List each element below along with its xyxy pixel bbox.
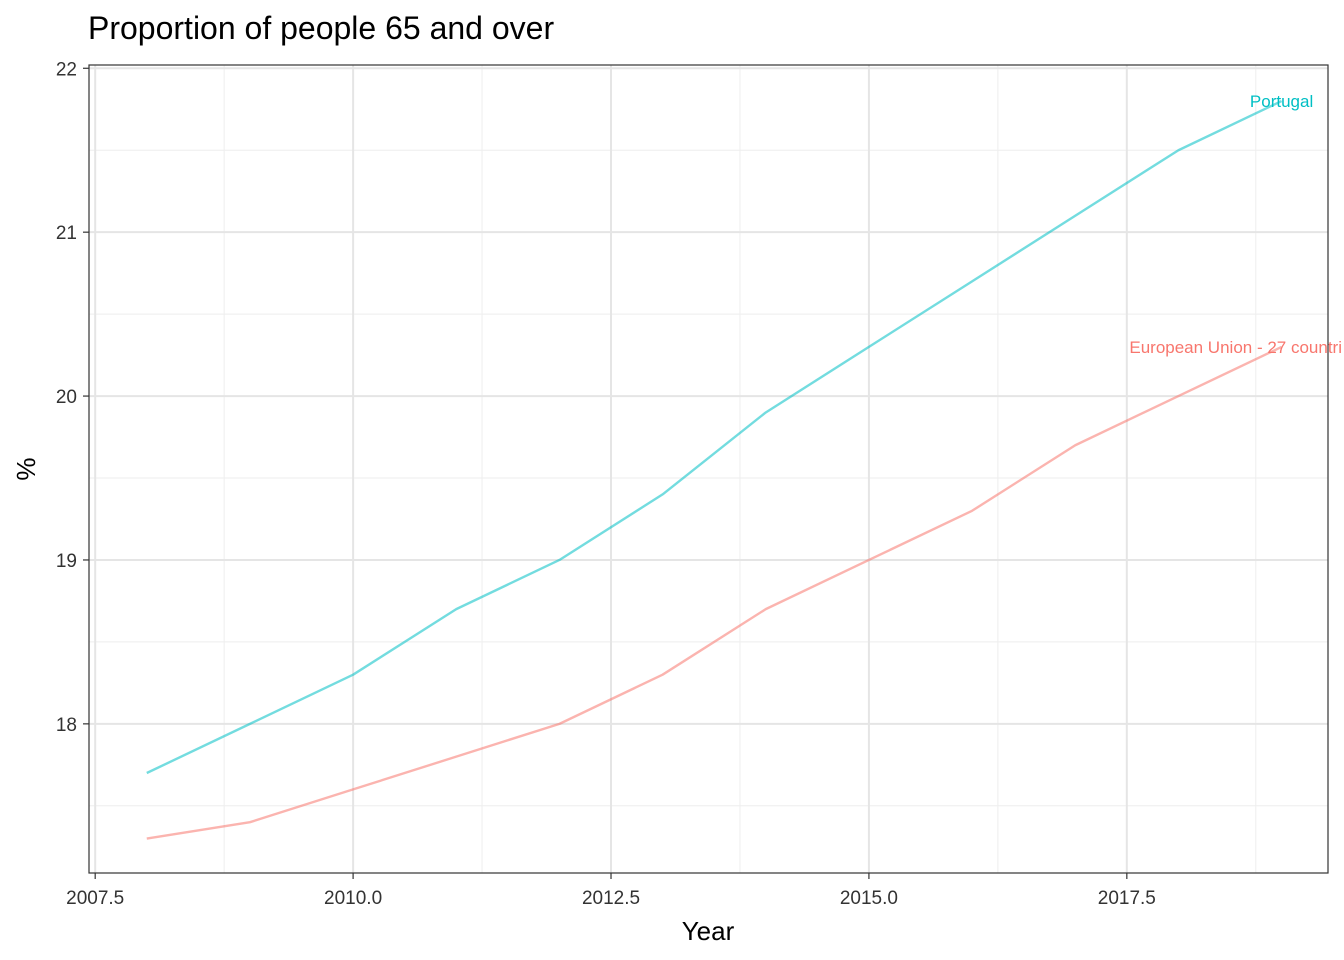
series-labels: European Union - 27 countri Portugal (1129, 92, 1342, 357)
y-tick-label: 20 (56, 387, 77, 408)
x-tick-label: 2012.5 (582, 888, 640, 909)
series-lines (146, 99, 1283, 840)
x-tick-label: 2010.0 (324, 888, 382, 909)
y-tick-label: 22 (56, 59, 77, 80)
y-tick-label: 19 (56, 551, 77, 572)
grid (89, 65, 1328, 873)
y-axis: 18 19 20 21 22 (56, 59, 89, 736)
chart-title: Proportion of people 65 and over (88, 10, 554, 46)
y-tick-label: 18 (56, 715, 77, 736)
y-axis-title: % (11, 457, 41, 480)
series-line-2 (146, 99, 1283, 775)
x-tick-label: 2007.5 (66, 888, 124, 909)
x-tick-label: 2017.5 (1098, 888, 1156, 909)
series-label-2: Portugal (1250, 92, 1313, 111)
x-axis: 2007.5 2010.0 2012.5 2015.0 2017.5 (66, 873, 1156, 909)
series-label-1: European Union - 27 countri (1129, 338, 1342, 357)
x-axis-title: Year (682, 916, 735, 946)
plot-panel (88, 64, 1329, 874)
y-tick-label: 21 (56, 223, 77, 244)
series-line-1 (146, 345, 1283, 840)
x-tick-label: 2015.0 (840, 888, 898, 909)
